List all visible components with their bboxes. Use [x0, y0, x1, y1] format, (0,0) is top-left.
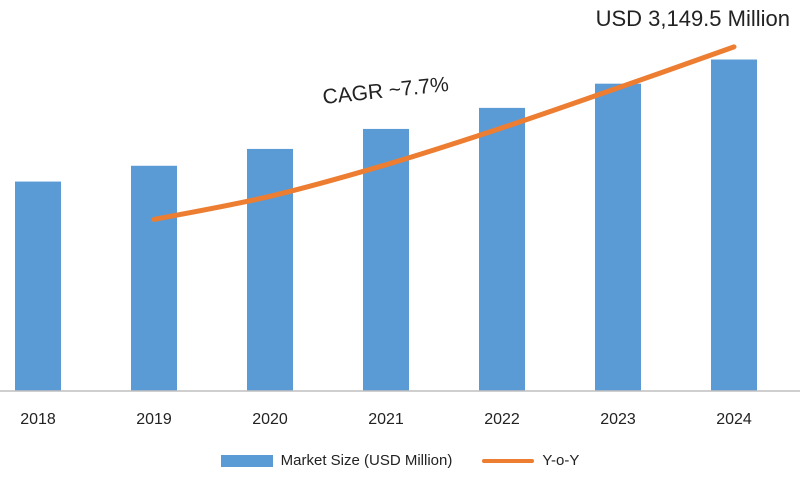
bar-2024: [711, 59, 757, 392]
legend-item-yoy: Y-o-Y: [482, 452, 579, 469]
x-tick-2022: 2022: [484, 411, 520, 428]
bar-2018: [15, 181, 61, 391]
total-market-annotation: USD 3,149.5 Million: [595, 6, 790, 31]
legend-line-swatch: [482, 458, 535, 463]
bar-series: [15, 59, 757, 392]
legend-item-market-size: Market Size (USD Million): [220, 452, 453, 469]
legend-label-market-size: Market Size (USD Million): [280, 452, 453, 469]
x-tick-2023: 2023: [600, 411, 636, 428]
bar-2022: [479, 107, 525, 391]
x-tick-2018: 2018: [20, 411, 56, 428]
x-tick-2024: 2024: [716, 411, 752, 428]
bar-2023: [595, 83, 641, 391]
x-tick-2019: 2019: [136, 411, 172, 428]
bar-2019: [131, 165, 177, 391]
x-tick-2020: 2020: [252, 411, 288, 428]
legend: Market Size (USD Million) Y-o-Y: [0, 452, 800, 469]
yoy-trend-line: [151, 44, 737, 222]
bar-2020: [247, 148, 293, 391]
legend-label-yoy: Y-o-Y: [542, 452, 580, 469]
legend-bar-swatch: [220, 454, 273, 467]
bar-2021: [363, 128, 409, 392]
x-tick-labels: 2018 2019 2020 2021 2022 2023 2024: [20, 411, 752, 428]
x-tick-2021: 2021: [368, 411, 404, 428]
